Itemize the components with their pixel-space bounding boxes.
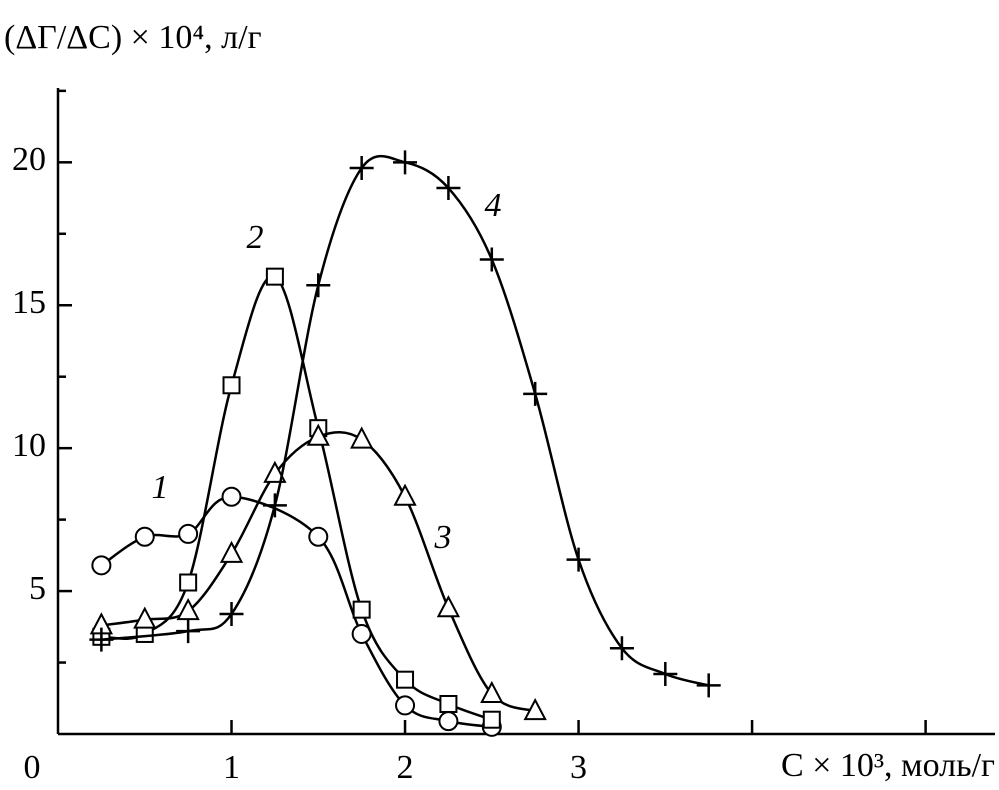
point: [436, 176, 461, 201]
y-tick-label: 10: [12, 427, 46, 464]
x-tick-label: 0: [24, 749, 41, 786]
point: [265, 267, 284, 286]
fit-curve: [100, 495, 492, 729]
point: [393, 483, 417, 506]
curve-label: 3: [434, 519, 452, 556]
point: [178, 523, 199, 544]
point: [308, 526, 329, 547]
point: [219, 540, 244, 563]
point: [653, 661, 678, 686]
point: [396, 670, 415, 689]
point: [91, 555, 112, 576]
curve-label: 4: [485, 187, 502, 224]
fit-curve: [101, 154, 710, 687]
point: [480, 680, 504, 703]
x-tick-label: 1: [223, 749, 240, 786]
point: [479, 247, 504, 272]
x-tick-label: 2: [397, 749, 414, 786]
y-tick-label: 5: [29, 570, 46, 607]
point: [262, 493, 287, 518]
point: [482, 710, 501, 729]
point: [176, 619, 201, 644]
point: [436, 595, 461, 618]
y-tick-label: 15: [12, 284, 46, 321]
point: [179, 573, 198, 592]
curve-label: 1: [152, 469, 169, 506]
point: [221, 486, 242, 507]
point: [523, 381, 548, 406]
point: [352, 600, 371, 619]
point: [133, 606, 157, 629]
point: [134, 526, 155, 547]
x-axis-label: C × 10³, моль/г: [781, 747, 995, 784]
point: [395, 695, 416, 716]
point: [566, 547, 591, 572]
point: [350, 426, 374, 449]
y-axis-label: (ΔΓ/ΔC) × 10⁴, л/г: [4, 19, 262, 56]
point: [349, 156, 374, 181]
point: [176, 597, 200, 621]
curve-label: 2: [247, 219, 264, 256]
point: [523, 697, 547, 721]
point: [439, 694, 458, 713]
point: [438, 711, 459, 732]
point: [306, 273, 331, 298]
point: [306, 423, 330, 446]
y-tick-label: 20: [12, 141, 46, 178]
point: [609, 636, 634, 661]
point: [263, 460, 287, 483]
x-tick-label: 3: [570, 749, 587, 786]
point: [222, 376, 241, 395]
point: [696, 673, 721, 698]
point: [219, 601, 244, 626]
point: [393, 150, 418, 175]
point: [89, 627, 114, 652]
